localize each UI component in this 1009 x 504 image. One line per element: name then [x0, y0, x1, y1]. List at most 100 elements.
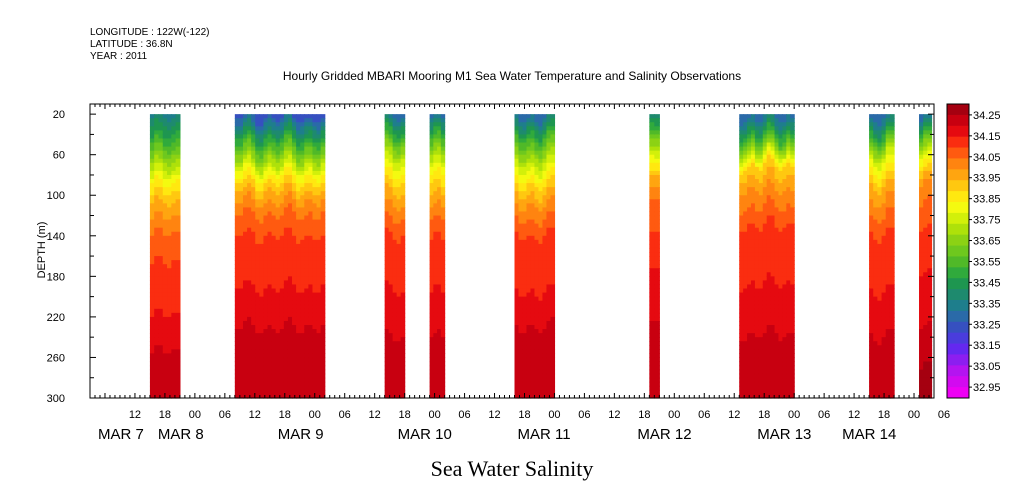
data-cell — [238, 227, 244, 233]
data-cell — [162, 118, 168, 123]
data-cell — [654, 203, 660, 209]
data-cell — [743, 377, 748, 383]
data-cell — [271, 329, 277, 334]
data-cell — [877, 203, 883, 209]
data-cell — [550, 158, 556, 164]
data-cell — [388, 300, 394, 306]
data-cell — [308, 243, 314, 249]
data-cell — [437, 308, 442, 314]
data-cell — [522, 369, 528, 375]
data-cell — [546, 333, 552, 338]
data-cell — [889, 333, 895, 338]
data-cell — [790, 215, 795, 221]
data-cell — [770, 333, 776, 338]
data-cell — [550, 361, 556, 367]
data-cell — [919, 373, 924, 379]
data-cell — [522, 353, 528, 359]
data-cell — [546, 264, 552, 269]
data-cell — [238, 385, 244, 391]
data-cell — [433, 203, 438, 209]
data-cell — [238, 357, 244, 363]
data-cell — [384, 333, 390, 338]
data-cell — [251, 166, 256, 172]
data-cell — [304, 320, 309, 326]
data-cell — [316, 308, 322, 314]
data-cell — [167, 345, 172, 350]
data-cell — [440, 320, 446, 326]
data-cell — [739, 272, 744, 277]
data-cell — [255, 337, 260, 342]
data-cell — [747, 170, 752, 176]
data-cell — [786, 369, 791, 375]
data-cell — [304, 333, 309, 338]
data-cell — [790, 308, 795, 314]
data-cell — [267, 345, 273, 350]
data-cell — [271, 170, 277, 176]
data-cell — [790, 219, 795, 225]
data-cell — [300, 179, 305, 184]
data-cell — [292, 247, 297, 253]
data-cell — [158, 357, 164, 363]
data-cell — [770, 264, 776, 269]
data-cell — [243, 142, 248, 148]
data-cell — [747, 353, 752, 359]
data-cell — [234, 118, 240, 123]
data-cell — [739, 353, 744, 359]
data-cell — [316, 235, 322, 241]
data-cell — [296, 276, 301, 281]
data-segment — [739, 114, 795, 399]
data-cell — [782, 146, 787, 152]
data-cell — [518, 203, 524, 209]
data-cell — [247, 385, 252, 391]
data-cell — [429, 154, 434, 160]
data-cell — [154, 146, 160, 152]
data-cell — [437, 134, 442, 140]
data-cell — [786, 341, 791, 346]
data-cell — [304, 179, 309, 184]
data-cell — [518, 252, 524, 257]
data-cell — [384, 349, 390, 354]
data-cell — [384, 207, 390, 213]
data-cell — [526, 349, 532, 354]
data-cell — [149, 183, 155, 188]
data-cell — [296, 320, 301, 326]
data-cell — [259, 385, 265, 391]
data-cell — [279, 393, 285, 399]
data-cell — [739, 361, 744, 367]
data-cell — [167, 381, 172, 387]
data-cell — [546, 284, 552, 290]
data-cell — [538, 211, 544, 217]
data-cell — [762, 134, 768, 140]
data-cell — [320, 393, 326, 399]
data-cell — [542, 329, 548, 334]
data-cell — [267, 195, 273, 200]
data-cell — [429, 219, 434, 225]
data-cell — [296, 337, 301, 342]
data-cell — [238, 247, 244, 253]
data-cell — [766, 122, 772, 127]
data-cell — [437, 227, 442, 233]
data-cell — [747, 268, 752, 273]
data-cell — [433, 170, 438, 176]
data-cell — [743, 369, 748, 375]
data-cell — [392, 122, 398, 127]
data-cell — [292, 357, 297, 363]
data-cell — [889, 329, 895, 334]
data-cell — [786, 199, 791, 204]
data-cell — [158, 179, 164, 184]
data-cell — [255, 118, 260, 123]
data-cell — [162, 195, 168, 200]
data-cell — [287, 325, 293, 330]
data-cell — [247, 329, 252, 334]
data-cell — [167, 280, 172, 286]
data-cell — [267, 357, 273, 363]
data-cell — [774, 215, 780, 221]
data-cell — [400, 134, 406, 140]
data-cell — [885, 211, 891, 217]
data-cell — [255, 174, 260, 180]
data-cell — [770, 122, 776, 127]
data-cell — [758, 345, 764, 350]
data-cell — [774, 122, 780, 127]
data-cell — [739, 329, 744, 334]
data-cell — [919, 316, 924, 322]
